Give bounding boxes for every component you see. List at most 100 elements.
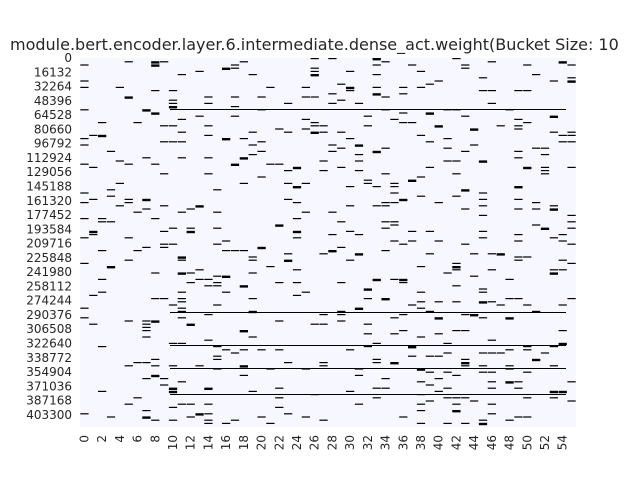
- heatmap-cell-25: [98, 221, 107, 223]
- heatmap-cell-102: [168, 304, 178, 306]
- heatmap-cell-211: [257, 176, 266, 178]
- heatmap-cell-119: [177, 298, 186, 300]
- x-tick-label: 30: [343, 435, 357, 450]
- heatmap-cell-537: [523, 416, 532, 418]
- heatmap-cell-509: [505, 419, 514, 421]
- heatmap-cell-27: [98, 278, 107, 280]
- heatmap-cell-502: [505, 278, 514, 280]
- heatmap-cell-263: [310, 131, 319, 134]
- heatmap-cell-223: [275, 282, 284, 284]
- heatmap-cell-37: [115, 86, 124, 88]
- heatmap-cell-252: [301, 211, 310, 213]
- heatmap-cell-24: [98, 218, 107, 220]
- heatmap-cell-322: [363, 323, 372, 325]
- heatmap-cell-377: [408, 179, 417, 182]
- heatmap-cell-60: [142, 246, 151, 248]
- heatmap-cell-419: [434, 390, 443, 392]
- x-tick-label: 38: [414, 435, 428, 450]
- heatmap-cell-290: [337, 246, 346, 248]
- y-tick-label: 290376: [26, 308, 72, 322]
- heatmap-cell-568: [558, 240, 567, 242]
- heatmap-cell-353: [390, 182, 399, 184]
- heatmap-cell-142: [204, 96, 213, 98]
- y-tick-label: 32264: [34, 80, 72, 94]
- x-tick-label: 34: [379, 435, 393, 450]
- heatmap-cell-289: [337, 221, 346, 223]
- heatmap-cell-243: [292, 237, 302, 239]
- heatmap-cell-553: [549, 115, 558, 118]
- heatmap-cell-392: [416, 336, 426, 338]
- heatmap-band-0: [170, 109, 566, 110]
- heatmap-cell-382: [408, 355, 417, 357]
- heatmap-cell-123: [177, 317, 186, 319]
- heatmap-cell-89: [160, 243, 169, 245]
- heatmap-cell-304: [346, 390, 355, 392]
- x-tick-label: 36: [396, 435, 410, 450]
- heatmap-cell-121: [177, 307, 186, 309]
- heatmap-cell-431: [452, 58, 461, 60]
- heatmap-cell-471: [478, 205, 488, 207]
- heatmap-cell-534: [523, 349, 532, 351]
- heatmap-cell-450: [461, 189, 470, 192]
- heatmap-cell-514: [514, 150, 523, 152]
- heatmap-cell-269: [319, 170, 328, 172]
- heatmap-cell-135: [195, 70, 204, 72]
- heatmap-cell-470: [478, 198, 488, 200]
- heatmap-cell-459: [461, 422, 470, 424]
- heatmap-cell-288: [337, 166, 346, 168]
- heatmap-cell-466: [478, 77, 488, 79]
- heatmap-cell-457: [461, 365, 470, 367]
- heatmap-cell-571: [558, 304, 567, 306]
- heatmap-cell-551: [540, 352, 550, 354]
- heatmap-cell-213: [257, 349, 266, 351]
- heatmap-cell-444: [452, 403, 461, 405]
- heatmap-cell-128: [186, 227, 195, 229]
- heatmap-cell-415: [434, 317, 443, 320]
- heatmap-cell-90: [160, 246, 169, 248]
- heatmap-cell-351: [381, 387, 390, 389]
- heatmap-cell-570: [558, 269, 567, 271]
- heatmap-cell-175: [222, 349, 231, 351]
- heatmap-cell-230: [284, 131, 293, 133]
- heatmap-cell-414: [434, 301, 443, 303]
- heatmap-cell-41: [124, 61, 133, 63]
- heatmap-cell-85: [160, 141, 169, 143]
- heatmap-cell-14: [80, 413, 89, 415]
- heatmap-cell-126: [177, 403, 186, 405]
- heatmap-cell-345: [381, 205, 390, 207]
- heatmap-cell-194: [239, 365, 248, 368]
- heatmap-cell-122: [177, 310, 186, 312]
- heatmap-cell-267: [319, 131, 328, 133]
- heatmap-cell-197: [248, 131, 257, 133]
- heatmap-cell-401: [425, 141, 434, 143]
- heatmap-cell-96: [168, 102, 178, 104]
- heatmap-cell-287: [337, 147, 346, 149]
- heatmap-cell-177: [230, 64, 240, 66]
- heatmap-cell-183: [230, 250, 240, 252]
- heatmap-cell-44: [124, 198, 133, 200]
- heatmap-cell-498: [496, 253, 505, 256]
- heatmap-cell-524: [514, 381, 523, 383]
- heatmap-cell-346: [381, 221, 390, 223]
- heatmap-cell-464: [470, 314, 479, 317]
- x-tick-label: 50: [520, 435, 534, 450]
- x-tick-label: 46: [485, 435, 499, 450]
- heatmap-cell-315: [354, 403, 364, 405]
- heatmap-cell-70: [151, 61, 160, 64]
- heatmap-cell-300: [346, 205, 355, 207]
- heatmap-cell-69: [142, 416, 151, 419]
- heatmap-cell-234: [284, 253, 293, 255]
- heatmap-cell-186: [239, 61, 248, 63]
- heatmap-band-2: [170, 345, 566, 346]
- heatmap-cell-328: [372, 86, 381, 88]
- heatmap-cell-379: [408, 240, 417, 242]
- heatmap-cell-275: [319, 419, 328, 421]
- heatmap-cell-165: [213, 346, 222, 348]
- heatmap-cell-55: [133, 397, 142, 399]
- heatmap-cell-112: [177, 141, 186, 143]
- heatmap-cell-413: [434, 240, 443, 242]
- heatmap-cell-335: [372, 358, 381, 360]
- heatmap-cell-520: [514, 240, 523, 242]
- heatmap-cell-324: [363, 346, 372, 348]
